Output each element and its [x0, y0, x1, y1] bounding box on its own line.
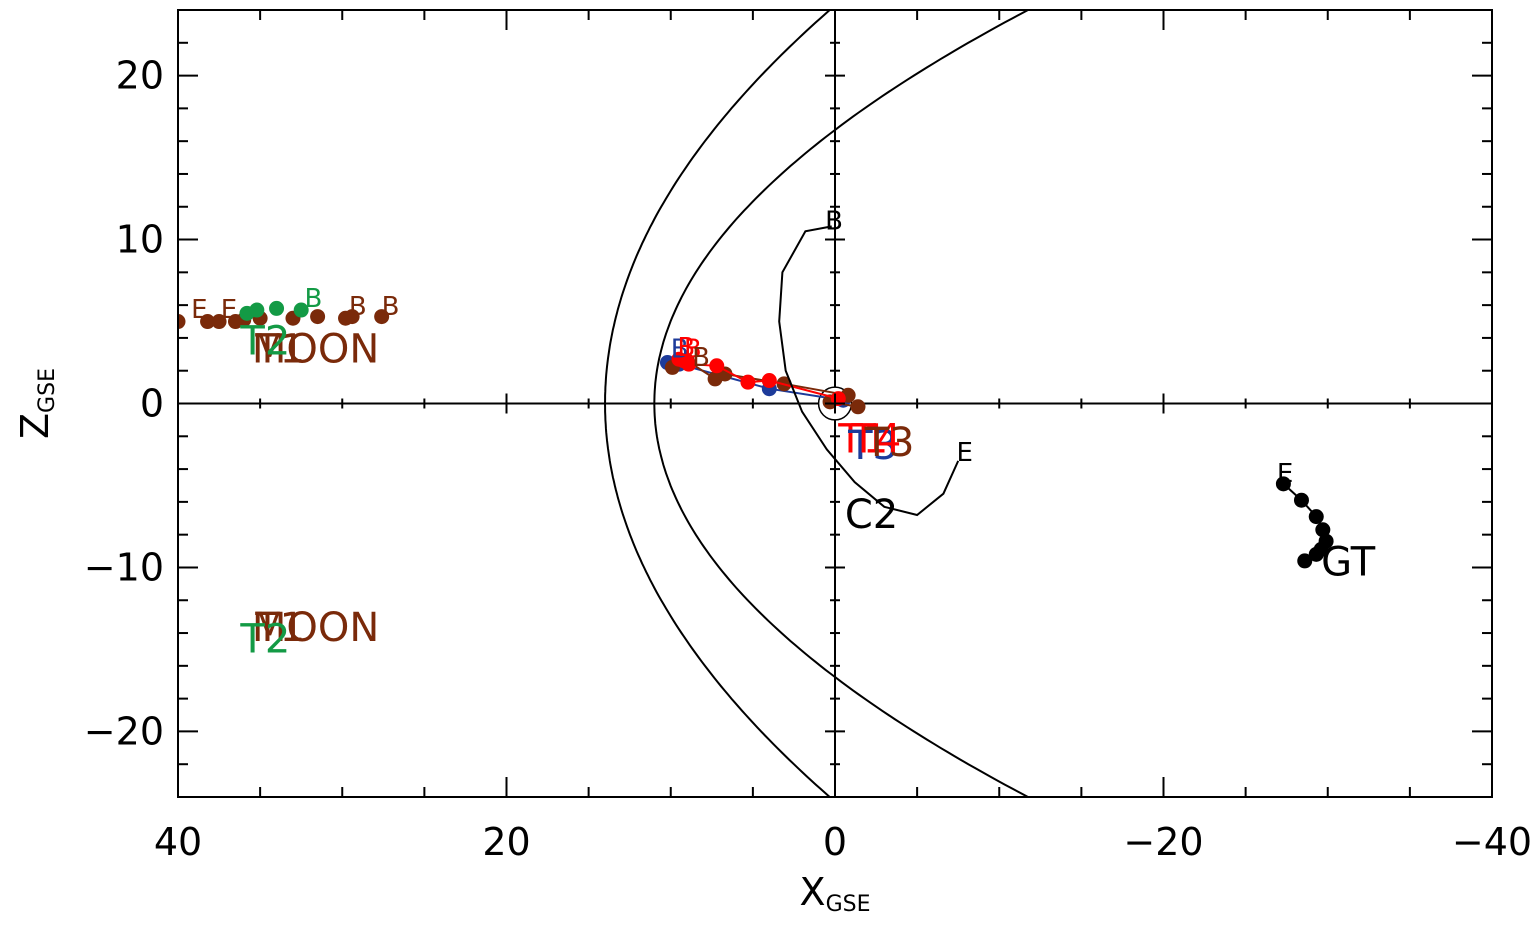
- x-tick-label: 40: [154, 820, 202, 864]
- annotation-t2: T2: [239, 318, 290, 364]
- y-tick-label: 10: [116, 218, 164, 262]
- annotation-moon: MOON: [252, 327, 379, 373]
- x-tick-label: 0: [823, 820, 847, 864]
- data-point-t4: [681, 356, 697, 372]
- annotation-t4: T4: [850, 417, 901, 463]
- axis-ticks: [177, 9, 1493, 798]
- bow-shock-curve: [603, 10, 832, 797]
- annotation-t3: T3: [864, 420, 915, 466]
- data-point-gt: [1297, 553, 1313, 569]
- annotation-b: B: [684, 335, 702, 365]
- data-point-t2: [269, 300, 285, 316]
- data-point-t2: [293, 302, 309, 318]
- y-axis-label-subscript: GSE: [35, 368, 60, 413]
- annotation-t1: T1: [837, 417, 888, 463]
- data-point-t4: [709, 358, 725, 374]
- y-axis-label: ZGSE: [13, 368, 60, 439]
- data-point-moon: [178, 314, 186, 330]
- magnetopause-curve: [653, 10, 1031, 797]
- annotation-e: E: [1277, 459, 1293, 489]
- annotation-c2: C2: [845, 492, 898, 538]
- annotation-t1: T1: [254, 327, 305, 373]
- y-tick-label: −20: [84, 709, 164, 753]
- annotation-gt: GT: [1321, 540, 1376, 586]
- x-axis-label-main: X: [800, 870, 826, 914]
- data-point-gt: [1308, 509, 1324, 525]
- annotation-b: B: [382, 292, 400, 322]
- annotation-t1: T1: [254, 605, 305, 651]
- x-tick-label: −40: [1452, 820, 1532, 864]
- annotation-b: B: [692, 343, 710, 373]
- annotation-e: E: [957, 438, 973, 468]
- annotation-b: B: [304, 284, 322, 314]
- x-tick-label: −20: [1123, 820, 1203, 864]
- x-axis-label-subscript: GSE: [826, 892, 871, 917]
- annotation-b: B: [349, 292, 367, 322]
- data-point-t4: [761, 373, 777, 389]
- data-point-gt: [1308, 546, 1324, 562]
- series-gt: [1275, 476, 1334, 569]
- series-t4: [671, 351, 846, 407]
- data-point-gt: [1275, 476, 1291, 492]
- data-point-moon: [211, 314, 227, 330]
- data-point-moon: [344, 309, 360, 325]
- y-tick-label: −10: [84, 545, 164, 589]
- data-point-t4: [740, 374, 756, 390]
- annotation-e: E: [221, 295, 237, 325]
- annotation-t3: T3: [847, 423, 898, 469]
- data-point-moon: [200, 314, 216, 330]
- series-t2: [239, 300, 309, 321]
- data-point-moon: [310, 309, 326, 325]
- data-point-moon: [374, 309, 390, 325]
- data-point-t1: [850, 399, 866, 415]
- y-axis-label-main: Z: [13, 413, 57, 439]
- annotation-b: B: [671, 335, 689, 365]
- annotation-t2: T2: [239, 617, 290, 663]
- y-tick-label: 0: [140, 382, 164, 426]
- annotation-moon: MOON: [252, 605, 379, 651]
- x-tick-label: 20: [482, 820, 530, 864]
- annotation-e: E: [191, 295, 207, 325]
- series-c2: [778, 225, 960, 517]
- series-line-c2: [778, 225, 960, 517]
- annotation-b: B: [677, 333, 695, 363]
- x-axis-label: XGSE: [800, 870, 871, 917]
- data-point-gt: [1315, 522, 1331, 538]
- data-point-t2: [249, 302, 265, 318]
- y-tick-label: 20: [116, 54, 164, 98]
- data-point-gt: [1293, 492, 1309, 508]
- tick-labels: 40 20 0 −20 −40 −20 −10 0 10 20: [84, 54, 1532, 864]
- annotation-b: B: [825, 207, 843, 237]
